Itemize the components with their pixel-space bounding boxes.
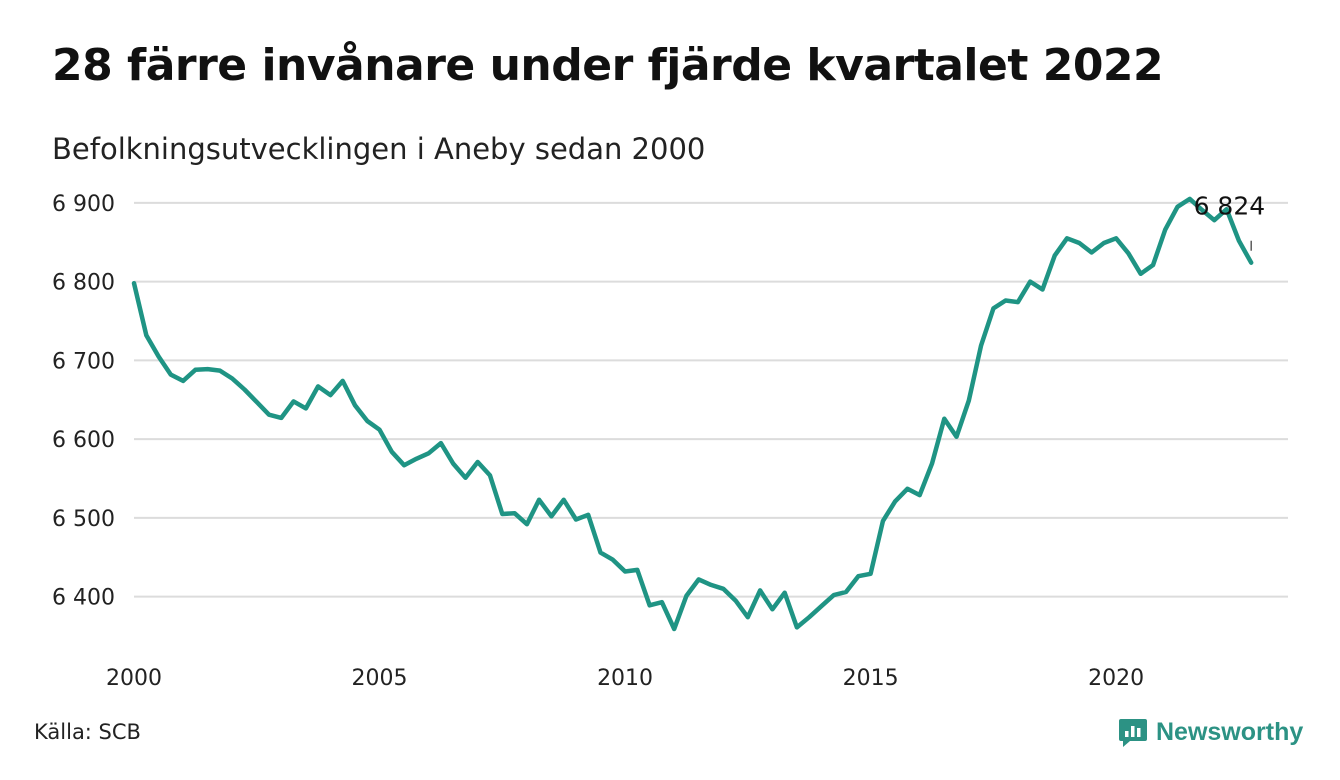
y-tick-label: 6 800 (52, 271, 115, 296)
newsworthy-logo-icon (1119, 719, 1147, 747)
x-tick-label: 2010 (597, 666, 653, 691)
brand-logo: Newsworthy (1118, 714, 1303, 750)
y-tick-label: 6 500 (52, 507, 115, 532)
annotation-layer: 6 824 (1194, 192, 1266, 251)
source-note: Källa: SCB (34, 720, 141, 744)
x-tick-label: 2000 (106, 666, 162, 691)
chart-subtitle: Befolkningsutvecklingen i Aneby sedan 20… (52, 132, 706, 166)
y-tick-label: 6 600 (52, 428, 115, 453)
y-tick-label: 6 900 (52, 192, 115, 217)
x-tick-label: 2020 (1088, 666, 1144, 691)
chart-title: 28 färre invånare under fjärde kvartalet… (52, 40, 1164, 91)
x-axis-ticks: 2000 2005 2010 2015 2020 (106, 666, 1144, 691)
y-tick-label: 6 700 (52, 349, 115, 374)
series-line (131, 196, 1254, 632)
x-tick-label: 2015 (843, 666, 899, 691)
gridlines (134, 201, 1288, 598)
y-tick-label: 6 400 (52, 586, 115, 611)
end-value-label: 6 824 (1194, 192, 1266, 221)
brand-name: Newsworthy (1156, 717, 1304, 746)
x-tick-label: 2005 (352, 666, 408, 691)
series-layer (131, 196, 1254, 632)
y-axis-ticks: 6 400 6 500 6 600 6 700 6 800 6 900 (52, 192, 115, 611)
